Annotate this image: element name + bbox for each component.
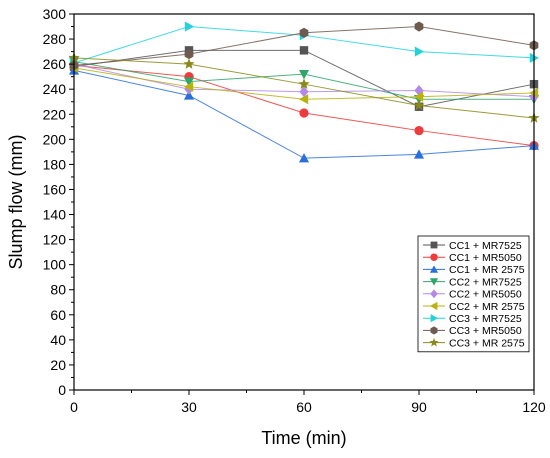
legend-item: CC2 + MR 2575 (423, 301, 525, 313)
data-point (413, 91, 424, 102)
legend-item: CC3 + MR 2575 (423, 337, 525, 349)
y-tick-label: 280 (43, 31, 67, 47)
data-point (298, 69, 310, 80)
y-tick-label: 180 (43, 156, 67, 172)
data-point (299, 46, 309, 55)
legend-marker (430, 253, 438, 261)
x-tick-label: 120 (522, 399, 546, 415)
data-point (298, 153, 310, 163)
legend-label: CC1 + MR5050 (449, 252, 522, 264)
data-point (413, 149, 425, 159)
data-point (298, 78, 310, 89)
legend-label: CC2 + MR7525 (449, 276, 522, 288)
legend-marker (429, 278, 439, 286)
legend-item: CC3 + MR7525 (423, 313, 522, 325)
data-point (183, 58, 195, 69)
y-tick-label: 60 (50, 307, 66, 323)
legend-label: CC3 + MR 2575 (449, 337, 525, 349)
legend-item: CC2 + MR7525 (423, 276, 522, 288)
data-point (414, 46, 425, 57)
legend-label: CC3 + MR5050 (449, 325, 522, 337)
y-axis-title: Slump flow (mm) (6, 134, 26, 269)
y-tick-label: 120 (43, 232, 67, 248)
legend-marker (430, 326, 438, 335)
legend-marker (430, 289, 438, 299)
data-point (299, 108, 309, 118)
legend-marker (429, 301, 438, 311)
legend-label: CC2 + MR5050 (449, 289, 522, 301)
y-tick-label: 40 (50, 332, 66, 348)
legend-item: CC2 + MR5050 (423, 289, 522, 301)
legend-label: CC1 + MR7525 (449, 240, 522, 252)
data-point (184, 49, 194, 60)
data-point (414, 125, 424, 136)
data-point (298, 94, 309, 105)
y-tick-label: 20 (50, 357, 66, 373)
y-tick-label: 140 (43, 207, 67, 223)
legend-item: CC1 + MR7525 (423, 240, 522, 252)
y-tick-label: 260 (43, 56, 67, 72)
y-tick-label: 240 (43, 81, 67, 97)
data-point (299, 27, 309, 38)
legend-marker (429, 337, 439, 347)
data-point (183, 81, 194, 92)
legend-marker (429, 265, 439, 273)
x-tick-label: 0 (70, 399, 78, 415)
data-point (414, 21, 424, 32)
y-tick-label: 80 (50, 282, 66, 298)
y-tick-label: 160 (43, 181, 67, 197)
legend-item: CC3 + MR5050 (423, 325, 522, 337)
plot-area (68, 21, 540, 163)
y-tick-label: 220 (43, 106, 67, 122)
data-point (184, 21, 195, 32)
legend-label: CC1 + MR 2575 (449, 264, 525, 276)
y-tick-label: 200 (43, 131, 67, 147)
data-point (299, 86, 309, 98)
legend-marker (430, 314, 439, 323)
x-tick-label: 30 (181, 399, 197, 415)
y-tick-label: 0 (58, 382, 66, 398)
legend-label: CC3 + MR7525 (449, 313, 522, 325)
x-tick-label: 60 (296, 399, 312, 415)
legend-label: CC2 + MR 2575 (449, 301, 525, 313)
series-8 (69, 21, 539, 71)
data-point (183, 90, 195, 100)
legend-item: CC1 + MR 2575 (423, 264, 525, 276)
y-tick-label: 300 (43, 6, 67, 22)
data-point (413, 99, 425, 111)
axes: 0 20 40 60 80 100 120 140 160 180 200 220 240 260 280 3… (43, 6, 546, 415)
data-point (183, 77, 195, 87)
x-tick-label: 90 (411, 399, 427, 415)
legend-marker (430, 241, 438, 249)
y-tick-label: 100 (43, 257, 67, 273)
x-axis-title: Time (min) (261, 428, 346, 448)
legend-item: CC1 + MR5050 (423, 252, 522, 264)
data-point (414, 84, 424, 96)
